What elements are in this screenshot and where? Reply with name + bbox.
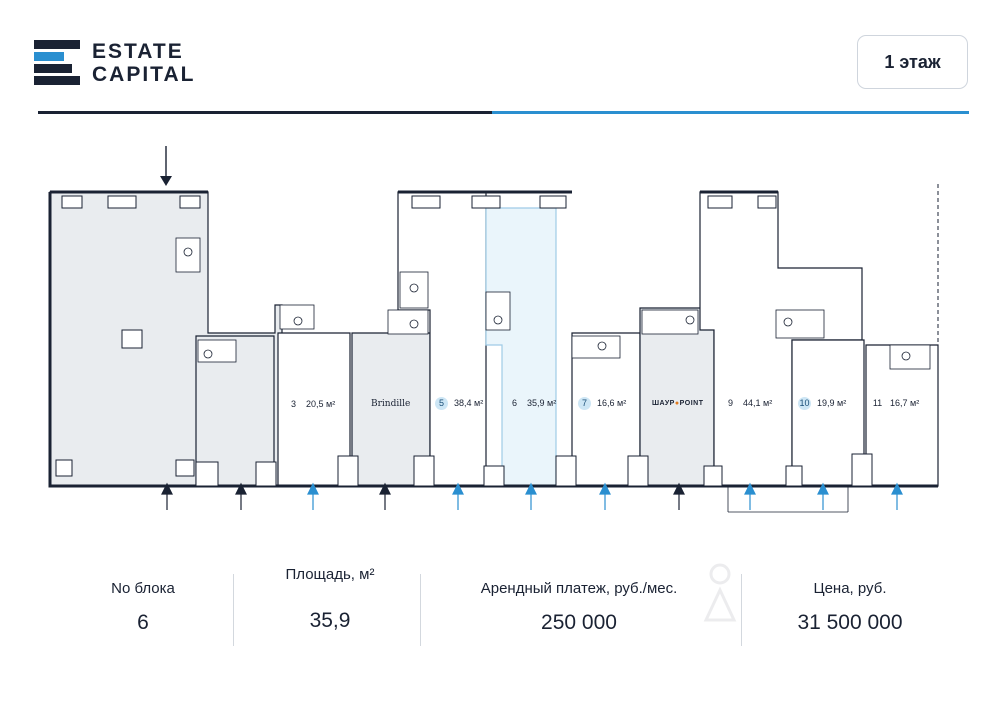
- logo-line-1: ESTATE: [92, 40, 184, 63]
- stat-label: No блока: [111, 580, 175, 597]
- unit-11-label[interactable]: 11 16,7 м²: [871, 397, 919, 410]
- floor-plan: 3 20,5 м² Brindille 5 38,4 м² 6 35,9 м² 7 16…: [0, 140, 1000, 520]
- tenant-shawp-point: ШАУР●POINT: [652, 400, 703, 407]
- logo-line-2: CAPITAL: [92, 63, 196, 86]
- logo-text: ESTATE CAPITAL: [92, 40, 195, 86]
- unit-number: 5: [435, 397, 448, 410]
- stat-value: 31 500 000: [797, 611, 903, 634]
- unit-area: 19,9 м²: [817, 398, 847, 408]
- unit-10-label[interactable]: 10 19,9 м²: [798, 397, 846, 410]
- tenant-name-part1: ШАУР: [652, 400, 675, 407]
- watermark-icon: [703, 563, 737, 622]
- unit-area: 16,6 м²: [597, 398, 627, 408]
- unit-number: 3: [290, 399, 296, 409]
- unit-7-label[interactable]: 7 16,6 м²: [578, 397, 626, 410]
- header-divider: [38, 111, 969, 114]
- unit-area: 20,5 м²: [306, 399, 336, 409]
- stat-area: Площадь, м² 35,9: [250, 566, 410, 633]
- stat-price: Цена, руб. 31 500 000: [770, 580, 930, 635]
- unit-9-label[interactable]: 9 44,1 м²: [724, 397, 772, 410]
- stat-label: Площадь, м²: [285, 566, 375, 583]
- stat-block-number: No блока 6: [68, 580, 218, 635]
- stat-divider: [741, 574, 742, 646]
- unit-8-shape[interactable]: [639, 307, 715, 487]
- stat-label: Цена, руб.: [813, 580, 887, 597]
- unit-number: 10: [798, 397, 811, 410]
- unit-number: 7: [578, 397, 591, 410]
- stat-divider: [233, 574, 234, 646]
- stat-label: Арендный платеж, руб./мес.: [480, 580, 678, 597]
- stat-divider: [420, 574, 421, 646]
- floor-selector-button[interactable]: 1 этаж: [857, 35, 968, 89]
- unit-number: 11: [872, 398, 883, 408]
- shawarma-icon: ●: [674, 400, 680, 407]
- estate-capital-logo[interactable]: ESTATE CAPITAL: [34, 38, 234, 88]
- unit-6-label[interactable]: 6 35,9 м²: [508, 397, 556, 410]
- unit-area: 44,1 м²: [743, 398, 773, 408]
- floor-plan-drawing: [48, 146, 939, 513]
- tenant-name-part2: POINT: [679, 400, 704, 407]
- unit-number: 9: [727, 398, 733, 408]
- tenant-brindille: Brindille: [371, 399, 411, 409]
- unit-area: 35,9 м²: [527, 398, 557, 408]
- unit-5-label[interactable]: 5 38,4 м²: [435, 397, 483, 410]
- unit-number: 6: [511, 398, 517, 408]
- unit-3-label[interactable]: 3 20,5 м²: [287, 398, 335, 411]
- entrance-arrows: [160, 146, 903, 510]
- unit-stats: No блока 6 Площадь, м² 35,9 Арендный пла…: [0, 560, 1000, 660]
- stat-rent: Арендный платеж, руб./мес. 250 000: [440, 580, 718, 635]
- stat-value: 6: [137, 611, 149, 634]
- unit-area: 16,7 м²: [890, 398, 920, 408]
- unit-area: 38,4 м²: [454, 398, 484, 408]
- stat-value: 35,9: [309, 609, 351, 632]
- stat-value: 250 000: [541, 611, 617, 634]
- unit-6-shape[interactable]: [485, 207, 557, 487]
- logo-mark-icon: [34, 40, 82, 86]
